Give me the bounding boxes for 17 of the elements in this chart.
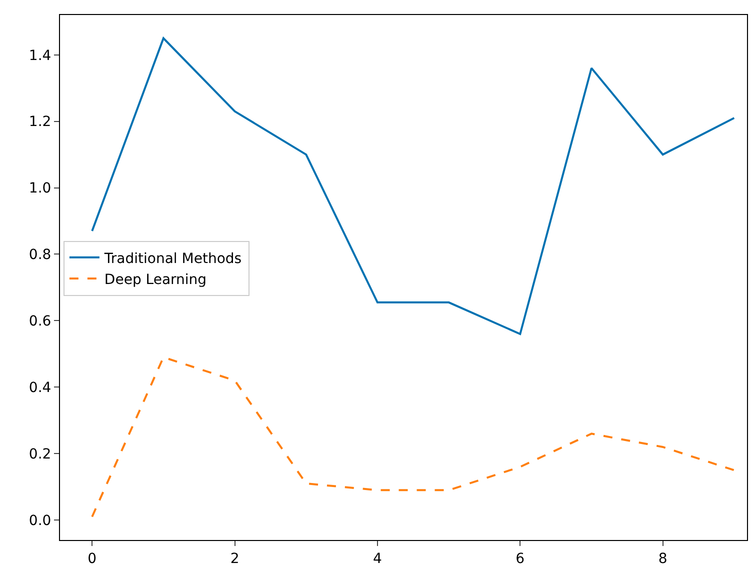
y-tick-label: 1.2 xyxy=(28,114,52,130)
x-tick-label: 8 xyxy=(658,550,668,567)
y-tick-label: 0.6 xyxy=(28,314,52,330)
y-tick-label: 0.0 xyxy=(28,512,52,529)
x-tick-label: 4 xyxy=(373,550,382,567)
y-tick-label: 0.2 xyxy=(28,446,52,463)
x-tick-label: 6 xyxy=(516,550,525,567)
y-tick-label: 1.0 xyxy=(28,180,52,197)
legend-label: Deep Learning xyxy=(104,272,207,288)
y-tick-label: 1.4 xyxy=(28,48,52,64)
y-tick-label: 0.4 xyxy=(28,380,52,396)
legend-label: Traditional Methods xyxy=(103,250,242,267)
line-series xyxy=(91,356,736,518)
x-tick-label: 2 xyxy=(230,550,240,567)
x-tick-label: 0 xyxy=(88,550,97,567)
y-tick-label: 0.8 xyxy=(28,247,52,264)
line-series xyxy=(91,37,736,335)
